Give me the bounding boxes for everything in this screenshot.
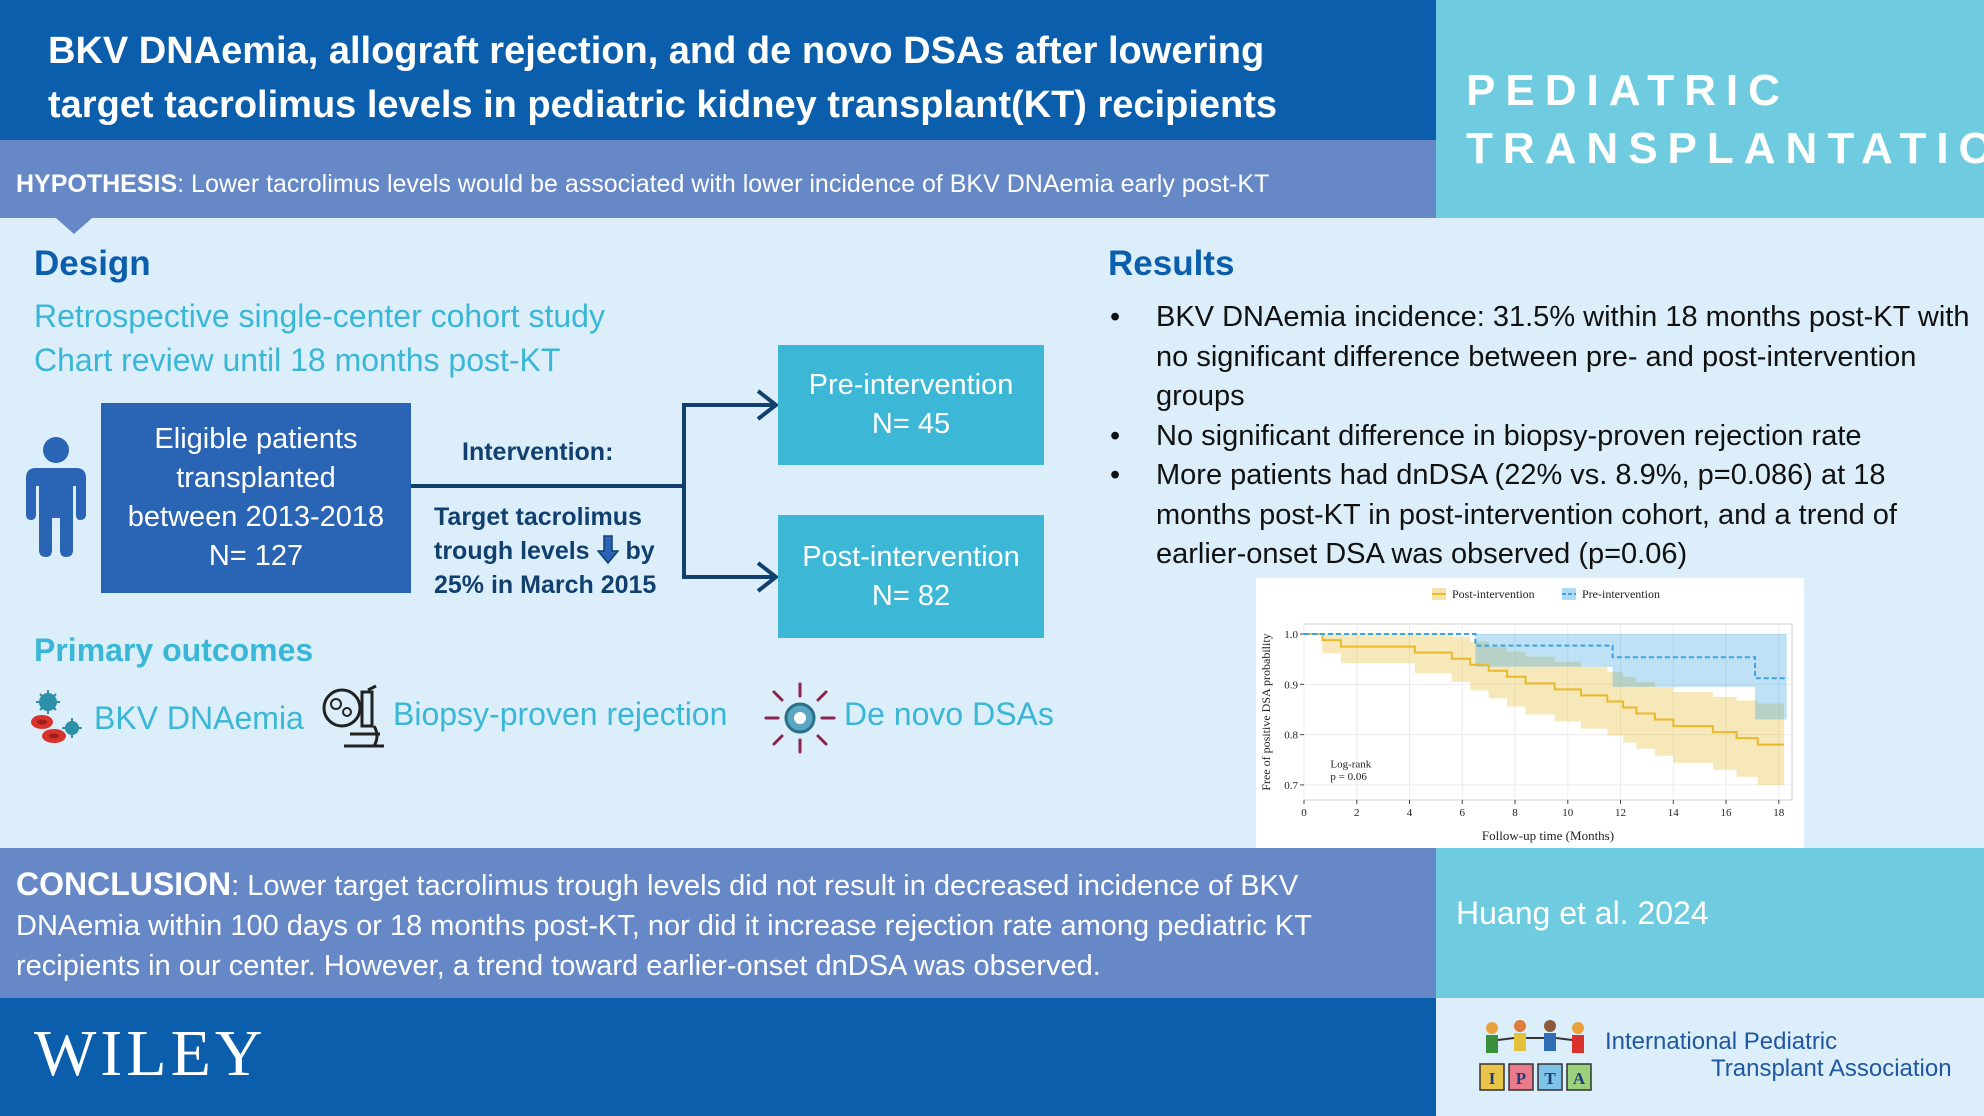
intervention-line-1: Target tacrolimus <box>434 503 642 531</box>
pre-intervention-label: Pre-intervention <box>808 369 1014 401</box>
intervention-line-2a: trough levels <box>434 537 590 565</box>
hypothesis-text: : Lower tacrolimus levels would be assoc… <box>177 170 1270 198</box>
result-item-bkv: BKV DNAemia incidence: 31.5% within 18 m… <box>1108 298 1978 417</box>
outcome-biopsy-rejection: Biopsy-proven rejection <box>393 696 728 732</box>
km-x-tick-label: 18 <box>1773 807 1785 819</box>
km-y-tick-label: 0.8 <box>1284 730 1298 742</box>
eligible-line-3: between 2013-2018 <box>127 501 385 533</box>
design-line-1: Retrospective single-center cohort study <box>34 298 605 334</box>
post-intervention-label: Post-intervention <box>802 540 1020 573</box>
km-line-pre <box>1304 633 1787 680</box>
ipta-letter-a: A <box>1573 1069 1586 1088</box>
page-title: BKV DNAemia, allograft rejection, and de… <box>48 24 1428 132</box>
citation: Huang et al. 2024 <box>1456 895 1709 931</box>
pre-intervention-n: N= 45 <box>871 408 951 440</box>
km-x-axis-label: Follow-up time (Months) <box>1482 828 1614 843</box>
km-x-tick-label: 8 <box>1512 807 1518 819</box>
km-x-tick-label: 10 <box>1562 807 1574 819</box>
post-intervention-box: Post-intervention N= 82 <box>778 515 1044 638</box>
km-y-tick-label: 0.7 <box>1284 780 1298 792</box>
ipta-line-1: International Pediatric <box>1605 1028 1838 1055</box>
km-y-tick-label: 0.9 <box>1284 679 1298 691</box>
conclusion-text: : Lower target tacrolimus trough levels … <box>16 870 1312 982</box>
result-item-rejection: No significant difference in biopsy-prov… <box>1108 417 1978 457</box>
brand-line-1: PEDIATRIC <box>1466 66 1790 115</box>
conclusion-label: CONCLUSION <box>16 866 232 902</box>
km-x-tick-label: 12 <box>1615 807 1626 819</box>
antibody-cell-icon <box>764 682 836 754</box>
intervention-label: Intervention: <box>462 438 614 466</box>
outcomes-heading: Primary outcomes <box>34 632 314 668</box>
pre-intervention-box: Pre-intervention N= 45 <box>778 345 1044 465</box>
intervention-line-3: 25% in March 2015 <box>434 571 657 599</box>
outcome-de-novo-dsa: De novo DSAs <box>844 696 1054 732</box>
journal-brand: PEDIATRIC TRANSPLANTATION <box>1466 62 1984 178</box>
km-x-tick-label: 4 <box>1407 807 1413 819</box>
eligible-line-2: transplanted <box>176 462 336 494</box>
title-line-1: BKV DNAemia, allograft rejection, and de… <box>48 30 1265 72</box>
outcome-bkv-dnaemia: BKV DNAemia <box>94 700 304 736</box>
footer-band <box>0 998 1436 1116</box>
results-list: BKV DNAemia incidence: 31.5% within 18 m… <box>1108 298 1978 575</box>
km-ci-band-post <box>1304 634 1785 785</box>
eligible-line-4: N= 127 <box>208 540 304 572</box>
km-legend-label: Post-intervention <box>1452 587 1535 601</box>
km-ci-band-pre <box>1304 634 1787 720</box>
citation-band <box>1436 848 1984 998</box>
km-x-tick-label: 16 <box>1721 807 1733 819</box>
ipta-letter-t: T <box>1544 1069 1556 1088</box>
hypothesis: HYPOTHESIS: Lower tacrolimus levels woul… <box>16 170 1269 199</box>
publisher-logo: WILEY <box>34 1017 267 1090</box>
km-x-tick-label: 2 <box>1354 807 1360 819</box>
km-y-tick-label: 1.0 <box>1284 629 1298 641</box>
title-line-2: target tacrolimus levels in pediatric ki… <box>48 84 1278 126</box>
design-line-2: Chart review until 18 months post-KT <box>34 342 561 378</box>
km-annotation-logrank: Log-rank <box>1330 758 1371 770</box>
journal-brand-panel <box>1436 0 1984 218</box>
ipta-letter-p: P <box>1516 1069 1526 1088</box>
hypothesis-label: HYPOTHESIS <box>16 170 178 198</box>
km-chart-svg: 0 2 4 6 8 10 12 14 16 18 0.7 0.8 0.9 1.0 Post-interve… <box>1259 587 1793 843</box>
results-heading: Results <box>1108 244 1235 283</box>
km-plot-area <box>1303 623 1793 801</box>
eligible-patients-box: Eligible patients transplanted between 2… <box>101 403 411 593</box>
km-x-tick-label: 0 <box>1301 807 1307 819</box>
km-legend-label: Pre-intervention <box>1582 587 1660 601</box>
ipta-letter-i: I <box>1489 1069 1496 1088</box>
hypothesis-notch <box>56 218 92 234</box>
eligible-line-1: Eligible patients <box>154 423 358 455</box>
km-x-tick-label: 14 <box>1668 807 1680 819</box>
intervention-line-2: trough levels by <box>434 534 684 568</box>
header-band <box>0 0 1436 140</box>
conclusion: CONCLUSION: Lower target tacrolimus trou… <box>16 864 1426 986</box>
virus-blood-cells-icon <box>31 690 82 743</box>
ipta-line-2: Transplant Association <box>1711 1055 1952 1082</box>
intervention-text: Target tacrolimus trough levels by 25% i… <box>434 500 684 602</box>
result-item-dsa: More patients had dnDSA (22% vs. 8.9%, p… <box>1108 456 1978 575</box>
ipta-area <box>1436 998 1984 1116</box>
km-annotation-pvalue: p = 0.06 <box>1330 771 1367 783</box>
design-heading: Design <box>34 244 151 283</box>
hypothesis-band <box>0 140 1436 218</box>
ipta-name: International Pediatric Transplant Assoc… <box>1605 1028 1952 1082</box>
post-intervention-n: N= 82 <box>871 579 951 612</box>
conclusion-band <box>0 848 1436 998</box>
microscope-icon <box>322 684 384 748</box>
km-chart: 0 2 4 6 8 10 12 14 16 18 0.7 0.8 0.9 1.0 Post-interve… <box>1256 578 1804 848</box>
ipta-logo-icon: I P T A <box>1479 1020 1592 1091</box>
km-x-tick-label: 6 <box>1460 807 1466 819</box>
brand-line-2: TRANSPLANTATION <box>1466 124 1984 173</box>
km-y-axis-label: Free of positive DSA probability <box>1259 633 1273 790</box>
person-icon <box>26 437 86 557</box>
intervention-line-2b: by <box>625 537 655 565</box>
km-line-post <box>1304 633 1785 746</box>
arrow-down-icon <box>595 535 620 565</box>
